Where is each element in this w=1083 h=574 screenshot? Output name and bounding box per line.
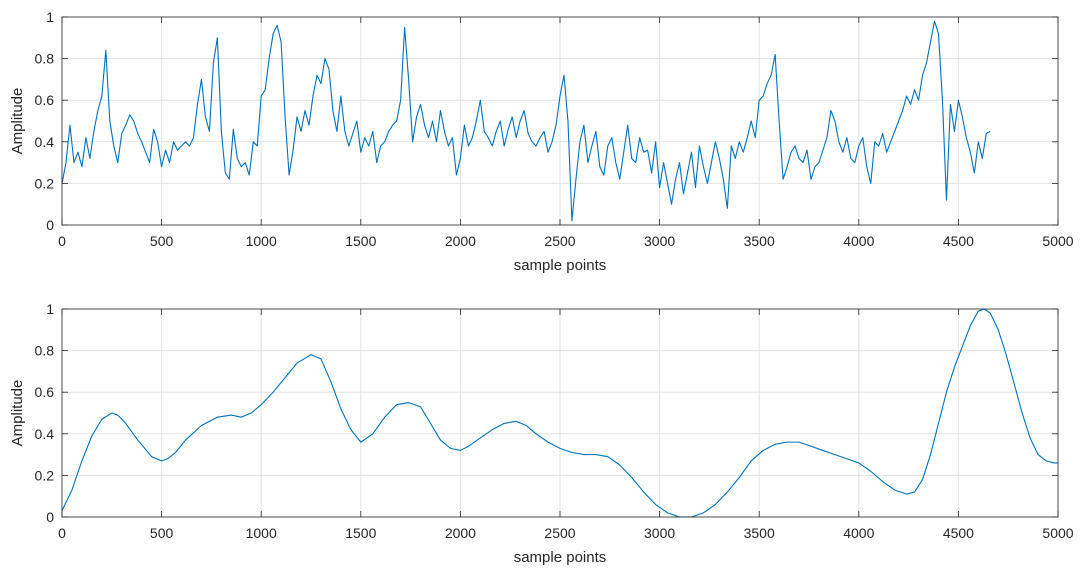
x-tick-label: 3000 xyxy=(644,233,675,249)
y-tick-label: 0.2 xyxy=(35,175,55,191)
x-tick-label: 2500 xyxy=(544,525,575,541)
x-tick-label: 2000 xyxy=(445,233,476,249)
x-tick-label: 4000 xyxy=(843,233,874,249)
y-tick-label: 0.6 xyxy=(35,384,55,400)
y-tick-label: 0.6 xyxy=(35,92,55,108)
y-axis-label: Amplitude xyxy=(9,88,26,155)
y-tick-label: 0.8 xyxy=(35,343,55,359)
x-tick-label: 0 xyxy=(58,525,66,541)
series-line xyxy=(61,20,991,222)
x-axis-label: sample points xyxy=(514,549,607,566)
y-tick-label: 1 xyxy=(46,301,54,317)
y-tick-label: 0 xyxy=(46,217,54,233)
x-tick-label: 3500 xyxy=(744,233,775,249)
x-tick-label: 2500 xyxy=(544,233,575,249)
x-tick-label: 1500 xyxy=(345,233,376,249)
x-tick-label: 4500 xyxy=(943,525,974,541)
x-tick-label: 3000 xyxy=(644,525,675,541)
x-tick-label: 4500 xyxy=(943,233,974,249)
series-line xyxy=(61,308,1058,518)
y-tick-label: 0.8 xyxy=(35,51,55,67)
y-tick-label: 0 xyxy=(46,509,54,525)
y-tick-label: 0.4 xyxy=(35,134,55,150)
y-tick-label: 1 xyxy=(46,9,54,25)
x-tick-label: 1500 xyxy=(345,525,376,541)
x-tick-label: 0 xyxy=(58,233,66,249)
y-tick-label: 0.4 xyxy=(35,426,55,442)
x-tick-label: 4000 xyxy=(843,525,874,541)
x-tick-label: 3500 xyxy=(744,525,775,541)
y-axis-label: Amplitude xyxy=(9,380,26,447)
x-tick-label: 2000 xyxy=(445,525,476,541)
x-tick-label: 1000 xyxy=(246,233,277,249)
x-tick-label: 5000 xyxy=(1042,233,1073,249)
x-tick-label: 1000 xyxy=(246,525,277,541)
x-tick-label: 500 xyxy=(150,525,174,541)
bottom-plot-panel: 0 500 1000 1500 2000 2500 3000 3500 4000 4500 5000… xyxy=(9,301,1074,566)
x-axis-label: sample points xyxy=(514,257,607,274)
y-tick-label: 0.2 xyxy=(35,467,55,483)
x-tick-label: 5000 xyxy=(1042,525,1073,541)
top-plot-panel: 0 500 1000 1500 2000 2500 3000 3500 4000 4500 5000… xyxy=(9,9,1074,274)
x-tick-label: 500 xyxy=(150,233,174,249)
